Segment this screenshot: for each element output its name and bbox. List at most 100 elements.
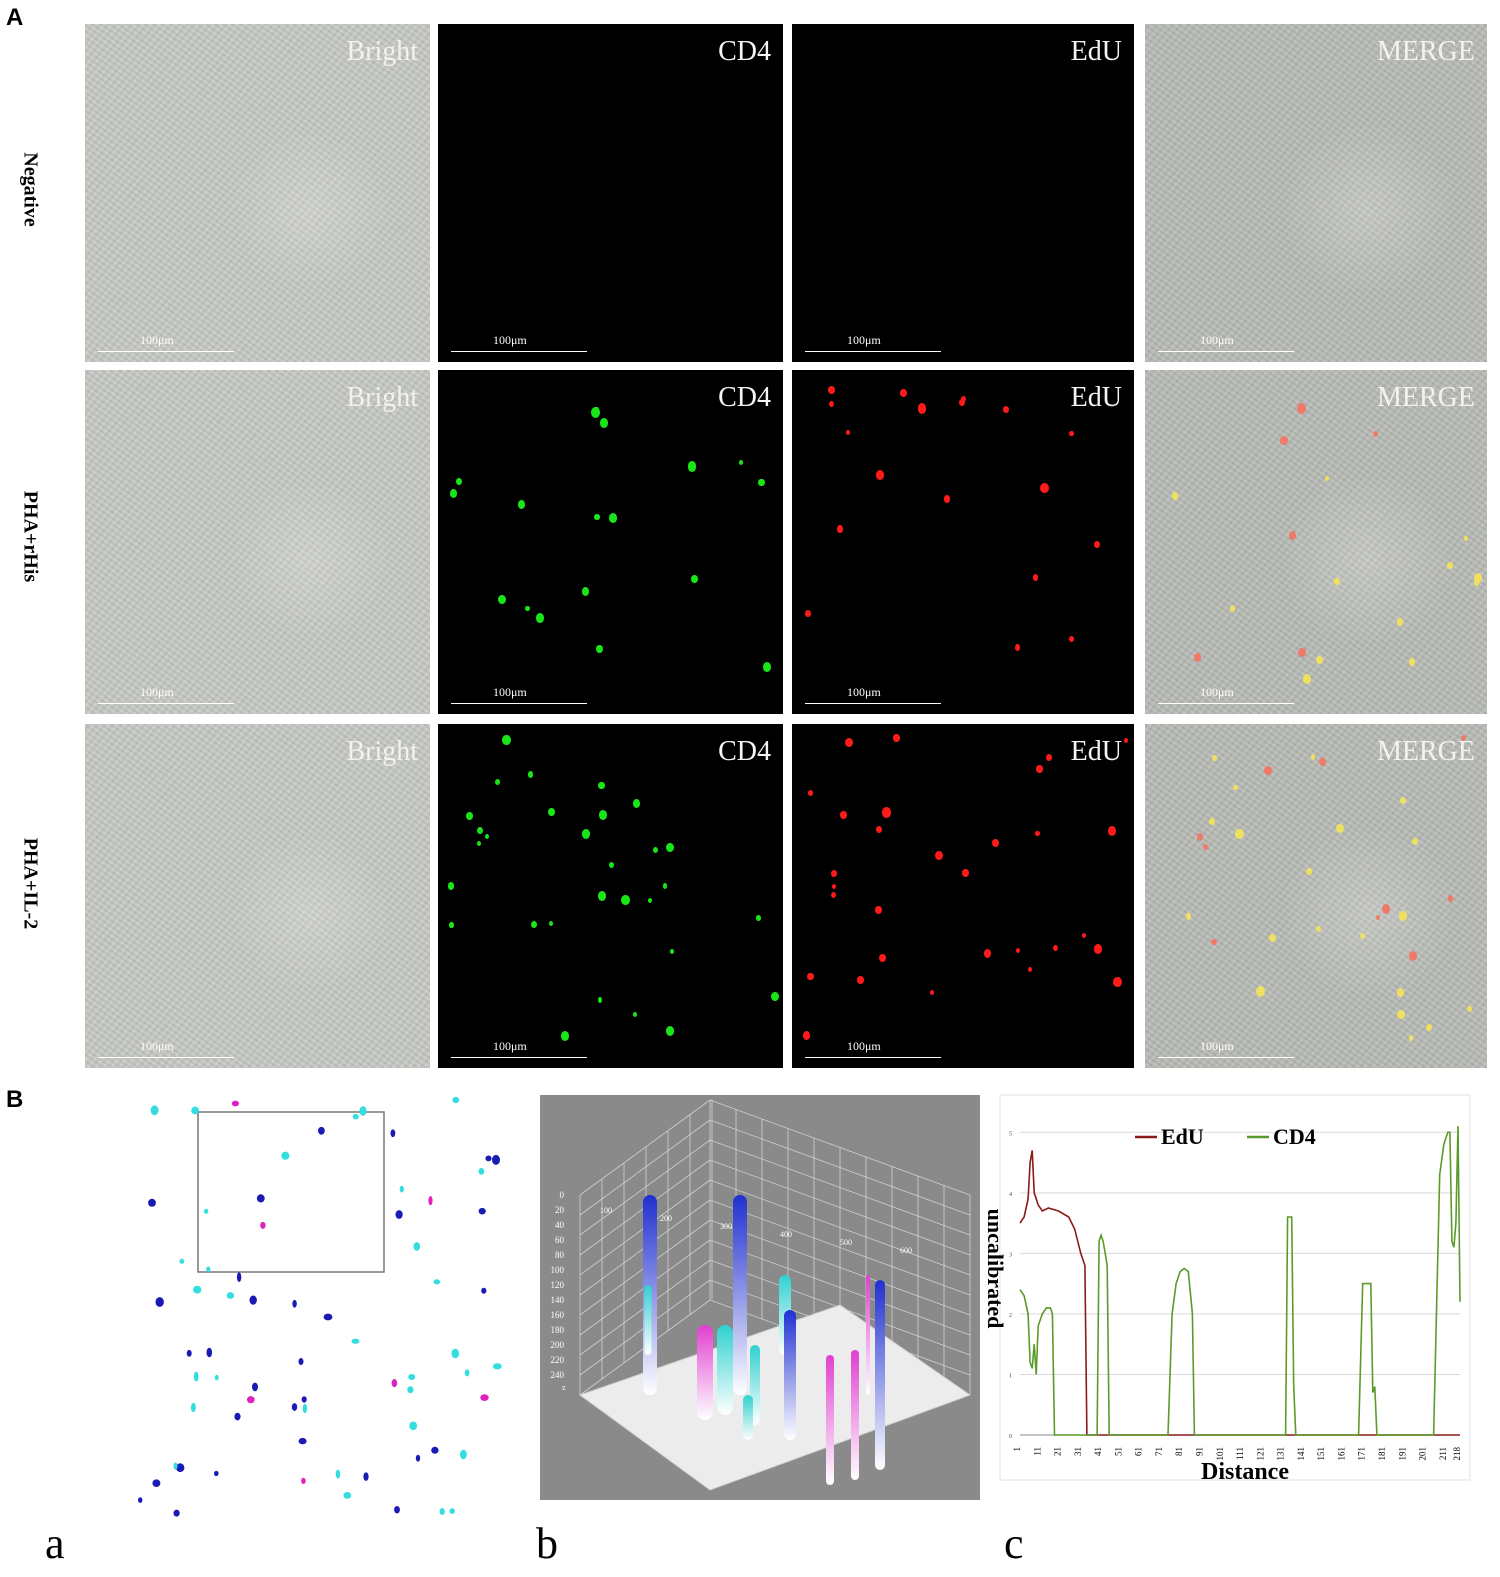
cell-marker bbox=[351, 1338, 360, 1344]
cell-marker bbox=[481, 1287, 487, 1294]
cell-dot bbox=[591, 407, 601, 418]
panel-letter-a: A bbox=[6, 4, 24, 31]
cell-dot bbox=[762, 661, 771, 672]
plot-floor bbox=[578, 1304, 972, 1491]
tile-pha-il2-edu: EdU 100μm bbox=[792, 724, 1134, 1068]
y-tick-label: 3 bbox=[1009, 1252, 1012, 1258]
cell-dot bbox=[594, 513, 600, 520]
cell-dot bbox=[1399, 797, 1406, 805]
scale-bar bbox=[805, 1057, 941, 1058]
cell-marker bbox=[186, 1349, 192, 1357]
scale-bar-label: 100μm bbox=[140, 333, 174, 347]
x-tick-label: 81 bbox=[1174, 1447, 1184, 1456]
cell-dot bbox=[756, 915, 762, 921]
x-tick-label: 41 bbox=[1093, 1447, 1103, 1456]
cell-dot bbox=[879, 953, 887, 963]
cell-dot bbox=[1093, 944, 1103, 955]
x-tick-label: 100 bbox=[600, 1206, 612, 1215]
sub-label-a: a bbox=[45, 1519, 65, 1568]
scale-bar-label: 100μm bbox=[847, 1039, 881, 1053]
tile-negative-edu: EdU 100μm bbox=[792, 24, 1134, 362]
x-tick-label: 31 bbox=[1073, 1447, 1083, 1456]
cell-dot bbox=[961, 395, 967, 403]
cell-dot bbox=[597, 891, 606, 902]
x-tick-label: 600 bbox=[900, 1246, 912, 1255]
cell-dot bbox=[477, 841, 482, 847]
z-tick-label: 100 bbox=[551, 1265, 565, 1275]
tile-negative-cd4: CD4 100μm bbox=[438, 24, 783, 362]
cell-dot bbox=[856, 975, 864, 985]
scale-bar-label: 100μm bbox=[1200, 1039, 1234, 1053]
intensity-bar bbox=[717, 1325, 733, 1415]
scale-bar-label: 100μm bbox=[847, 685, 881, 699]
cell-dot bbox=[1408, 658, 1416, 667]
cell-dot bbox=[1447, 895, 1454, 902]
cell-dot bbox=[582, 828, 591, 839]
cell-dot bbox=[1315, 655, 1323, 665]
x-tick-label: 201 bbox=[1418, 1447, 1428, 1461]
z-tick-label: 80 bbox=[555, 1250, 565, 1260]
cell-dot bbox=[1396, 617, 1404, 626]
x-tick-label: 11 bbox=[1032, 1447, 1042, 1456]
cell-marker bbox=[206, 1347, 213, 1358]
cell-marker bbox=[407, 1386, 414, 1394]
scale-bar bbox=[98, 351, 234, 352]
cell-dot bbox=[739, 460, 744, 466]
cell-marker bbox=[409, 1421, 418, 1431]
y-tick-label: 0 bbox=[1009, 1434, 1012, 1440]
z-tick-label: 220 bbox=[551, 1355, 565, 1365]
tile-title: Bright bbox=[346, 736, 418, 767]
cell-dot bbox=[476, 826, 483, 835]
cell-dot bbox=[831, 884, 836, 890]
cell-dot bbox=[874, 905, 883, 915]
cell-dot bbox=[893, 734, 900, 742]
x-tick-label: 500 bbox=[840, 1238, 852, 1247]
tile-title: MERGE bbox=[1377, 382, 1475, 413]
zoom-region-box bbox=[197, 1111, 385, 1273]
cell-dot bbox=[1045, 754, 1052, 762]
cell-dot bbox=[1381, 903, 1390, 914]
x-tick-label: 21 bbox=[1053, 1447, 1063, 1456]
cell-dot bbox=[1193, 653, 1202, 663]
cell-marker bbox=[281, 1151, 290, 1160]
z-tick-label: 160 bbox=[551, 1310, 565, 1320]
cell-marker bbox=[203, 1208, 209, 1214]
cell-dot bbox=[1107, 826, 1117, 837]
cell-marker bbox=[234, 1412, 241, 1421]
cell-dot bbox=[548, 807, 555, 816]
cell-dot bbox=[609, 861, 615, 868]
scale-bar-label: 100μm bbox=[140, 1039, 174, 1053]
row-label-pha-il2: PHA+IL-2 bbox=[19, 837, 42, 930]
cell-dot bbox=[1302, 673, 1312, 685]
z-tick-label: 0 bbox=[560, 1190, 565, 1200]
cell-marker bbox=[298, 1437, 307, 1445]
tile-pha-rhis-merge: MERGE 100μm bbox=[1145, 370, 1487, 714]
cell-dot bbox=[600, 418, 609, 428]
cell-dot bbox=[1229, 604, 1236, 612]
cell-dot bbox=[1372, 431, 1378, 438]
cell-dot bbox=[803, 1031, 811, 1040]
cell-marker bbox=[191, 1106, 199, 1115]
cell-marker bbox=[359, 1106, 367, 1116]
cell-dot bbox=[609, 513, 618, 524]
tile-pha-il2-bright: Bright 100μm bbox=[85, 724, 430, 1068]
cell-marker bbox=[439, 1508, 445, 1515]
cell-dot bbox=[1460, 734, 1467, 742]
cell-dot bbox=[1185, 913, 1192, 920]
cell-dot bbox=[1032, 574, 1039, 581]
cell-dot bbox=[1473, 573, 1482, 583]
x-tick-label: 61 bbox=[1134, 1447, 1144, 1456]
tile-title: MERGE bbox=[1377, 736, 1475, 767]
tile-title: MERGE bbox=[1377, 36, 1475, 67]
x-tick-label: 141 bbox=[1296, 1447, 1306, 1461]
cell-dot bbox=[1466, 1005, 1472, 1012]
cell-dot bbox=[1211, 938, 1217, 946]
intensity-bar bbox=[743, 1395, 753, 1440]
cell-marker bbox=[155, 1297, 164, 1307]
y-axis-title: uncalibrated bbox=[983, 1209, 1008, 1329]
cell-dot bbox=[771, 991, 780, 1002]
cell-dot bbox=[828, 386, 835, 395]
cell-dot bbox=[1081, 932, 1086, 938]
x-axis-title: Distance bbox=[1201, 1459, 1289, 1485]
